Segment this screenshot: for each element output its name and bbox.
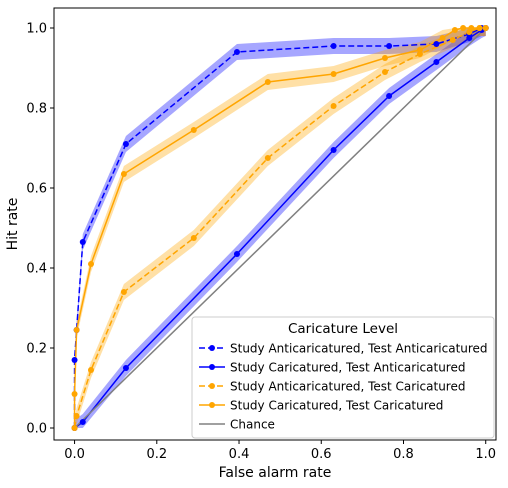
legend-label-2: Study Anticaricatured, Test Caricatured (230, 380, 465, 394)
data-point (416, 47, 423, 53)
data-point (79, 239, 86, 245)
data-point (122, 141, 129, 147)
series-line-4 (74, 27, 487, 429)
y-tick-label: 0.0 (26, 422, 47, 437)
data-point (460, 25, 467, 31)
legend-items: Study Anticaricatured, Test Anticaricatu… (199, 342, 488, 432)
data-point (71, 391, 78, 397)
legend-marker-0 (209, 345, 215, 351)
data-point (466, 35, 473, 41)
data-point (71, 357, 78, 363)
data-point (330, 71, 337, 77)
data-point (449, 37, 456, 43)
x-tick-label: 0.8 (393, 447, 414, 462)
x-tick-label: 0.2 (146, 447, 167, 462)
data-point (381, 69, 388, 75)
y-tick-label: 0.8 (26, 102, 47, 117)
legend-marker-1 (209, 364, 215, 370)
x-tick-label: 1.0 (475, 447, 496, 462)
data-point (482, 25, 489, 31)
data-point (451, 27, 458, 33)
data-point (122, 365, 129, 371)
data-point (120, 289, 127, 295)
data-point (264, 155, 271, 161)
data-point (264, 79, 271, 85)
data-point (233, 251, 240, 257)
x-tick-label: 0.4 (229, 447, 250, 462)
x-axis-ticks: 0.0 0.2 0.4 0.6 0.8 1.0 (64, 440, 496, 462)
x-tick-label: 0.6 (311, 447, 332, 462)
data-point (120, 171, 127, 177)
data-point (330, 43, 337, 49)
legend-label-3: Study Caricatured, Test Caricatured (230, 399, 443, 413)
plot-frame (53, 7, 497, 441)
series-markers (71, 25, 489, 431)
legend-box (191, 316, 495, 439)
data-point (330, 147, 337, 153)
y-tick-label: 0.6 (26, 182, 47, 197)
data-point (439, 35, 446, 41)
data-point (433, 59, 440, 65)
data-point (381, 55, 388, 61)
data-point (73, 413, 80, 419)
data-point (190, 127, 197, 133)
data-point (476, 25, 483, 31)
legend-label-1: Study Caricatured, Test Anticaricatured (230, 361, 465, 375)
data-point (79, 419, 86, 425)
data-point (433, 41, 440, 47)
data-point (386, 93, 393, 99)
data-point (88, 261, 95, 267)
y-tick-label: 1.0 (26, 22, 47, 37)
data-point (330, 103, 337, 109)
x-tick-label: 0.0 (64, 447, 85, 462)
legend-title: Caricature Level (288, 321, 398, 337)
series-line-3 (73, 27, 486, 428)
data-point (190, 235, 197, 241)
y-tick-label: 0.4 (26, 262, 47, 277)
data-point (73, 327, 80, 333)
data-point (386, 43, 393, 49)
legend: Caricature Level Study Anticaricatured, … (191, 316, 495, 439)
data-point (233, 49, 240, 55)
x-axis-label: False alarm rate (219, 465, 332, 481)
y-axis-label: Hit rate (5, 198, 21, 251)
series-line-1 (74, 27, 487, 429)
data-point (71, 425, 78, 431)
data-point (468, 25, 475, 31)
legend-label-4: Chance (230, 418, 275, 432)
y-axis-ticks: 0.0 0.2 0.4 0.6 0.8 1.0 (26, 22, 54, 437)
legend-marker-3 (209, 402, 215, 408)
legend-marker-2 (209, 383, 215, 389)
y-tick-label: 0.2 (26, 342, 47, 357)
legend-label-0: Study Anticaricatured, Test Anticaricatu… (230, 342, 488, 356)
data-point (88, 367, 95, 373)
